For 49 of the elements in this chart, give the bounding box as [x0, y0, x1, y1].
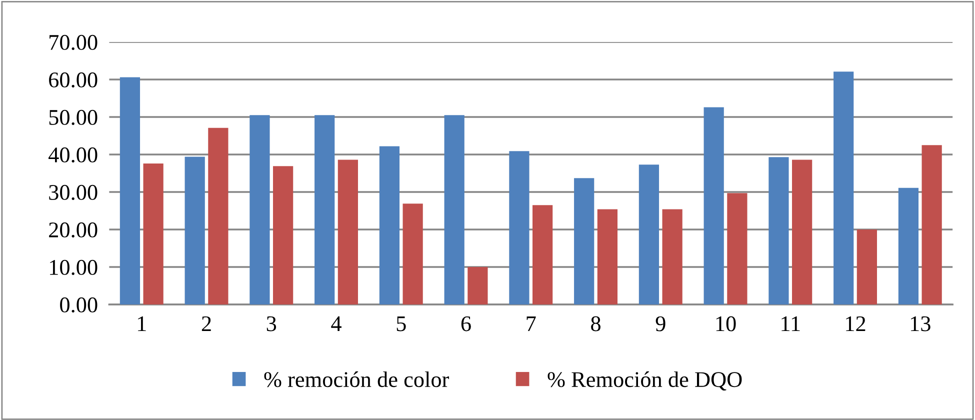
x-tick-label: 9 [656, 316, 666, 332]
bar [468, 267, 488, 304]
bar [856, 230, 877, 304]
bar [638, 164, 660, 304]
y-tick-label: 60.00 [49, 72, 98, 88]
bar [509, 151, 530, 304]
x-tick-label: 13 [910, 316, 930, 332]
legend-label: % remoción de color [264, 371, 450, 388]
y-tick-label: 40.00 [48, 147, 98, 163]
bar [250, 115, 270, 304]
bar [184, 156, 205, 304]
bar [314, 115, 335, 304]
x-tick-label: 4 [331, 316, 342, 332]
x-tick-label: 10 [716, 316, 736, 332]
x-tick-label: 7 [526, 316, 536, 332]
y-tick-label: 20.00 [49, 222, 98, 238]
x-tick-label: 3 [266, 316, 276, 332]
bar [727, 193, 748, 304]
x-tick-label: 12 [846, 316, 866, 332]
bar [922, 145, 942, 304]
x-tick-label: 11 [782, 316, 800, 332]
bar [273, 166, 294, 304]
x-tick-label: 6 [461, 316, 471, 332]
bar [768, 157, 789, 304]
legend-label: % Remoción de DQO [548, 371, 742, 390]
bar [208, 128, 228, 304]
bar [597, 209, 618, 304]
y-tick-label: 0.00 [60, 297, 98, 313]
y-tick-label: 50.00 [49, 110, 98, 126]
x-tick-label: 1 [138, 316, 146, 332]
y-tick-label: 10.00 [50, 260, 98, 276]
bar [792, 160, 812, 304]
y-tick-label: 70.00 [50, 34, 98, 50]
x-tick-label: 5 [396, 316, 406, 332]
bar [120, 77, 140, 304]
y-tick-label: 30.00 [49, 184, 98, 200]
bar [402, 204, 423, 304]
bar [662, 209, 682, 304]
bar [532, 205, 553, 304]
x-tick-label: 2 [202, 316, 211, 332]
x-tick-label: 8 [591, 316, 600, 332]
bar [444, 115, 464, 304]
bar [379, 146, 400, 304]
bar [704, 107, 724, 304]
bar [143, 164, 164, 304]
bar [898, 188, 919, 304]
bar [338, 160, 358, 304]
bar [574, 178, 594, 304]
bar [834, 72, 854, 304]
